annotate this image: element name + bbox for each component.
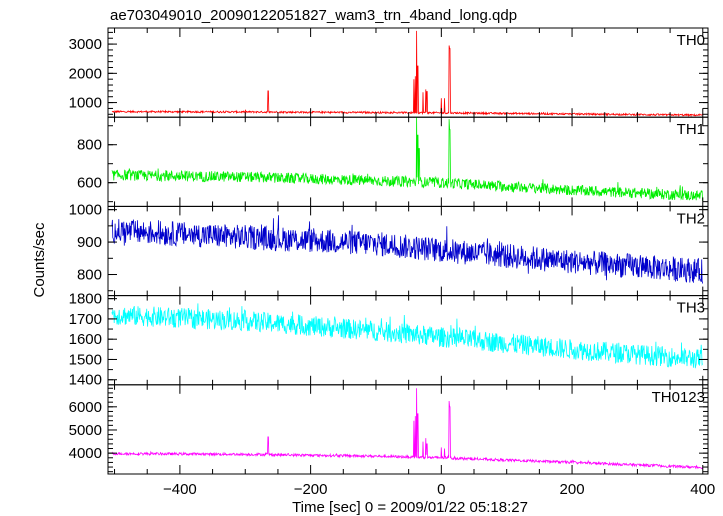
panel-label: TH1 bbox=[677, 121, 705, 138]
panel-th1: 600 800 TH1 bbox=[77, 116, 709, 207]
panel-th0: 1000 2000 3000 TH0 bbox=[69, 27, 709, 118]
y-tick-label: 1800 bbox=[69, 291, 102, 308]
y-tick-label: 1600 bbox=[69, 331, 102, 348]
y-tick-label: 1000 bbox=[69, 202, 102, 219]
series-line-th0123 bbox=[111, 388, 703, 470]
panel-frame bbox=[107, 27, 709, 118]
y-tick-label: 1500 bbox=[69, 351, 102, 368]
x-tick-label: 400 bbox=[690, 481, 715, 498]
y-tick-label: 4000 bbox=[69, 445, 102, 462]
panel-label: TH3 bbox=[677, 300, 705, 317]
y-tick-label: 3000 bbox=[69, 36, 102, 53]
y-tick-label: 900 bbox=[77, 234, 102, 251]
panel-label: TH0123 bbox=[652, 389, 705, 406]
series-line-th0 bbox=[111, 30, 703, 118]
y-tick-label: 1700 bbox=[69, 311, 102, 328]
series-line-th2 bbox=[111, 215, 703, 284]
y-axis-label: Counts/sec bbox=[31, 222, 48, 298]
y-tick-label: 1400 bbox=[69, 372, 102, 389]
series-line-th1 bbox=[111, 117, 703, 201]
y-tick-label: 5000 bbox=[69, 422, 102, 439]
y-tick-label: 6000 bbox=[69, 399, 102, 416]
x-axis-label: Time [sec] 0 = 2009/01/22 05:18:27 bbox=[292, 499, 528, 516]
panel-th3: 1400 1500 1600 1700 1800 TH3 bbox=[69, 291, 709, 389]
panel-label: TH0 bbox=[677, 32, 705, 49]
y-tick-label: 800 bbox=[77, 267, 102, 284]
panel-th2: 800 900 1000 TH2 bbox=[69, 202, 709, 297]
y-tick-label: 2000 bbox=[69, 65, 102, 82]
y-tick-label: 600 bbox=[77, 175, 102, 192]
chart-title: ae703049010_20090122051827_wam3_trn_4ban… bbox=[110, 7, 517, 24]
x-tick-label: −400 bbox=[163, 481, 197, 498]
y-tick-label: 800 bbox=[77, 137, 102, 154]
y-tick-label: 1000 bbox=[69, 95, 102, 112]
panel-th0123: 4000 5000 6000 TH0123 bbox=[69, 384, 709, 475]
panel-label: TH2 bbox=[677, 210, 705, 227]
panel-frame bbox=[107, 384, 709, 475]
x-tick-label: −200 bbox=[294, 481, 328, 498]
x-tick-label: 200 bbox=[560, 481, 585, 498]
series-line-th3 bbox=[111, 303, 703, 369]
panel-frame bbox=[107, 205, 709, 297]
x-tick-label: 0 bbox=[437, 481, 445, 498]
